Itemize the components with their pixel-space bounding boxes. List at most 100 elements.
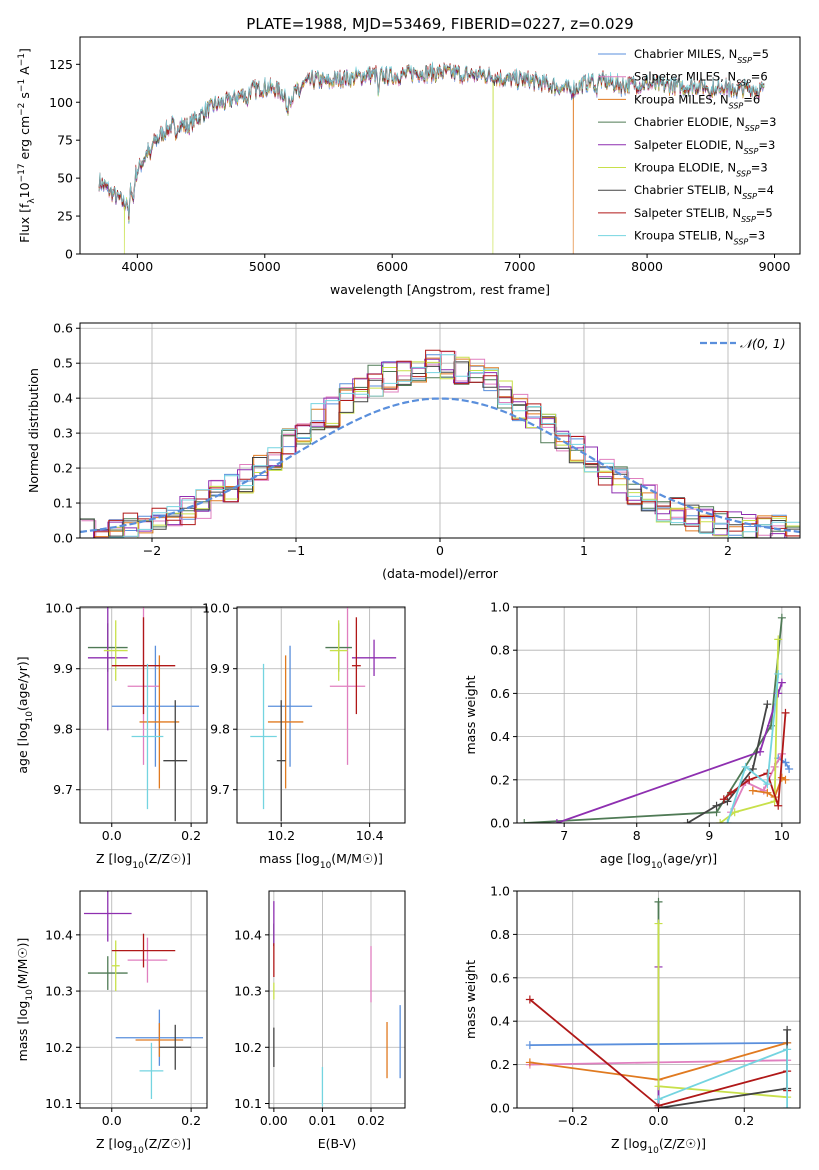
x-tick-label: 0.0 xyxy=(649,1113,669,1128)
weight-marker xyxy=(683,819,692,823)
y-axis-label-part: mass [ xyxy=(15,1020,30,1062)
axes-frame xyxy=(79,890,208,1109)
axes-frame xyxy=(79,606,208,824)
y-tick-label: 0 xyxy=(65,247,73,262)
x-tick-label: 1 xyxy=(580,543,588,558)
spectrum-line-kroupa-stelib xyxy=(98,61,765,217)
x-axis-label: Z [log10(Z/Z☉)] xyxy=(96,851,191,871)
y-tick-label: 100 xyxy=(49,95,73,110)
x-tick-label: 10.2 xyxy=(267,828,295,843)
weight-marker xyxy=(781,775,790,784)
errorbar-kroupa-stelib xyxy=(250,663,277,810)
weight-marker xyxy=(783,1025,792,1034)
legend-label-main: Chabrier MILES, N xyxy=(634,47,737,61)
x-axis-label-part: mass [ xyxy=(259,851,301,866)
x-tick-label: 0.2 xyxy=(181,1113,201,1128)
y-tick-label: 10.4 xyxy=(45,927,73,942)
legend-label-tail: =3 xyxy=(748,229,765,243)
x-tick-label: 10 xyxy=(774,828,790,843)
x-tick-label: 4000 xyxy=(121,259,153,274)
weight-marker xyxy=(719,795,728,804)
weight-marker xyxy=(552,819,561,823)
histogram-salpeter-miles xyxy=(81,351,800,538)
x-axis-label-part: log xyxy=(113,851,132,866)
x-axis-label-part: E(B-V) xyxy=(318,1136,357,1151)
legend-label-main: Kroupa ELODIE, N xyxy=(634,161,736,175)
legend-label-sub: SSP xyxy=(737,56,752,65)
errorbar-chabrier-stelib xyxy=(159,1024,192,1070)
x-axis-label-part: 10 xyxy=(647,1146,659,1156)
axes-spectrum: 4000 5000 6000 7000 8000 9000 0 25 50 75 100 125 wav… xyxy=(17,36,801,297)
errorbar-salpeter-miles xyxy=(127,937,168,983)
errorbar-salpeter-stelib xyxy=(111,617,176,715)
gaussian-curve xyxy=(80,397,800,533)
errorbar-kroupa-elodie xyxy=(111,940,120,992)
legend-label-tail: =5 xyxy=(752,47,769,61)
x-tick-label: 0.02 xyxy=(357,1113,385,1128)
x-tick-label: 0.01 xyxy=(309,1113,337,1128)
y-tick-label: 10.2 xyxy=(234,1040,262,1055)
y-tick-label: 9.7 xyxy=(53,782,73,797)
x-axis-label-part: age [ xyxy=(600,851,632,866)
weight-marker xyxy=(741,762,750,771)
weight-line-chabrier-elodie xyxy=(520,613,786,823)
weight-marker xyxy=(654,919,663,928)
errorbar-kroupa-stelib xyxy=(139,1042,164,1100)
legend-label-main: Salpeter MILES, N xyxy=(634,70,736,84)
y-axis-label-part: A xyxy=(17,66,32,79)
x-tick-label: 9 xyxy=(705,828,713,843)
errorbar-chabrier-stelib xyxy=(163,700,188,822)
plot-area-age-vs-Z xyxy=(87,607,200,822)
weight-marker xyxy=(520,819,529,823)
errorbar-chabrier-miles xyxy=(267,645,313,767)
figure-title: PLATE=1988, MJD=53469, FIBERID=0227, z=0… xyxy=(246,15,633,33)
y-tick-label: 0.0 xyxy=(53,531,73,546)
y-tick-label: 9.8 xyxy=(210,722,230,737)
plot-area-mass-weight-vs-Z xyxy=(525,897,792,1108)
weight-marker xyxy=(783,1045,792,1054)
legend-label-sub: SSP xyxy=(736,169,751,178)
weight-marker xyxy=(781,708,790,717)
y-tick-label: 50 xyxy=(57,171,73,186)
errorbar-salpeter-elodie xyxy=(83,891,132,942)
y-tick-label: 0.5 xyxy=(53,356,73,371)
legend-label: Chabrier ELODIE, NSSP=3 xyxy=(634,115,776,133)
y-axis-label-part: −2 xyxy=(17,103,27,116)
legend-label-tail: =4 xyxy=(757,183,774,197)
y-axis-label-part: 10 xyxy=(17,182,32,198)
legend-label-tail: =3 xyxy=(758,138,775,152)
legend-label-tail: =6 xyxy=(751,70,768,84)
plots-layer: 4000 5000 6000 7000 8000 90000255075100125wav… xyxy=(15,36,801,1156)
weight-path xyxy=(658,1048,788,1108)
x-axis-label-part: log xyxy=(301,851,320,866)
legend-label: Salpeter ELODIE, NSSP=3 xyxy=(634,138,775,156)
legend-label-main: Chabrier STELIB, N xyxy=(634,183,742,197)
plot-area-age-vs-mass xyxy=(250,607,397,822)
spectrum-line-salpeter-stelib xyxy=(98,62,765,220)
y-tick-label: 9.9 xyxy=(53,661,73,676)
y-tick-label: 0.8 xyxy=(490,643,510,658)
weight-line-salpeter-elodie xyxy=(552,678,786,823)
weight-marker xyxy=(774,801,783,810)
legend-label-tail: =6 xyxy=(743,92,760,106)
x-axis-label-part: (Z/Z☉)] xyxy=(659,1136,706,1151)
legend-label-tail: =3 xyxy=(760,115,777,129)
weight-marker xyxy=(777,613,786,622)
x-tick-label: 0.2 xyxy=(181,828,201,843)
legend-label-main: Salpeter ELODIE, N xyxy=(634,138,744,152)
legend-label-sub: SSP xyxy=(744,146,759,155)
weight-marker xyxy=(654,897,663,906)
legend-label: Chabrier MILES, NSSP=5 xyxy=(634,47,769,65)
y-axis-label-part: log xyxy=(15,722,30,741)
errorbar-kroupa-elodie xyxy=(103,620,128,681)
x-axis-label: age [log10(age/yr)] xyxy=(600,851,717,871)
legend-label-sub: SSP xyxy=(734,237,749,246)
x-axis-label-part: Z [ xyxy=(96,851,113,866)
x-axis-label-part: wavelength [Angstrom, rest frame] xyxy=(330,282,550,297)
weight-marker xyxy=(777,773,786,782)
y-axis-label: mass weight xyxy=(463,960,478,1039)
histogram-kroupa-miles xyxy=(80,357,800,538)
y-tick-label: 125 xyxy=(49,57,73,72)
legend-label: Kroupa MILES, NSSP=6 xyxy=(634,92,760,110)
